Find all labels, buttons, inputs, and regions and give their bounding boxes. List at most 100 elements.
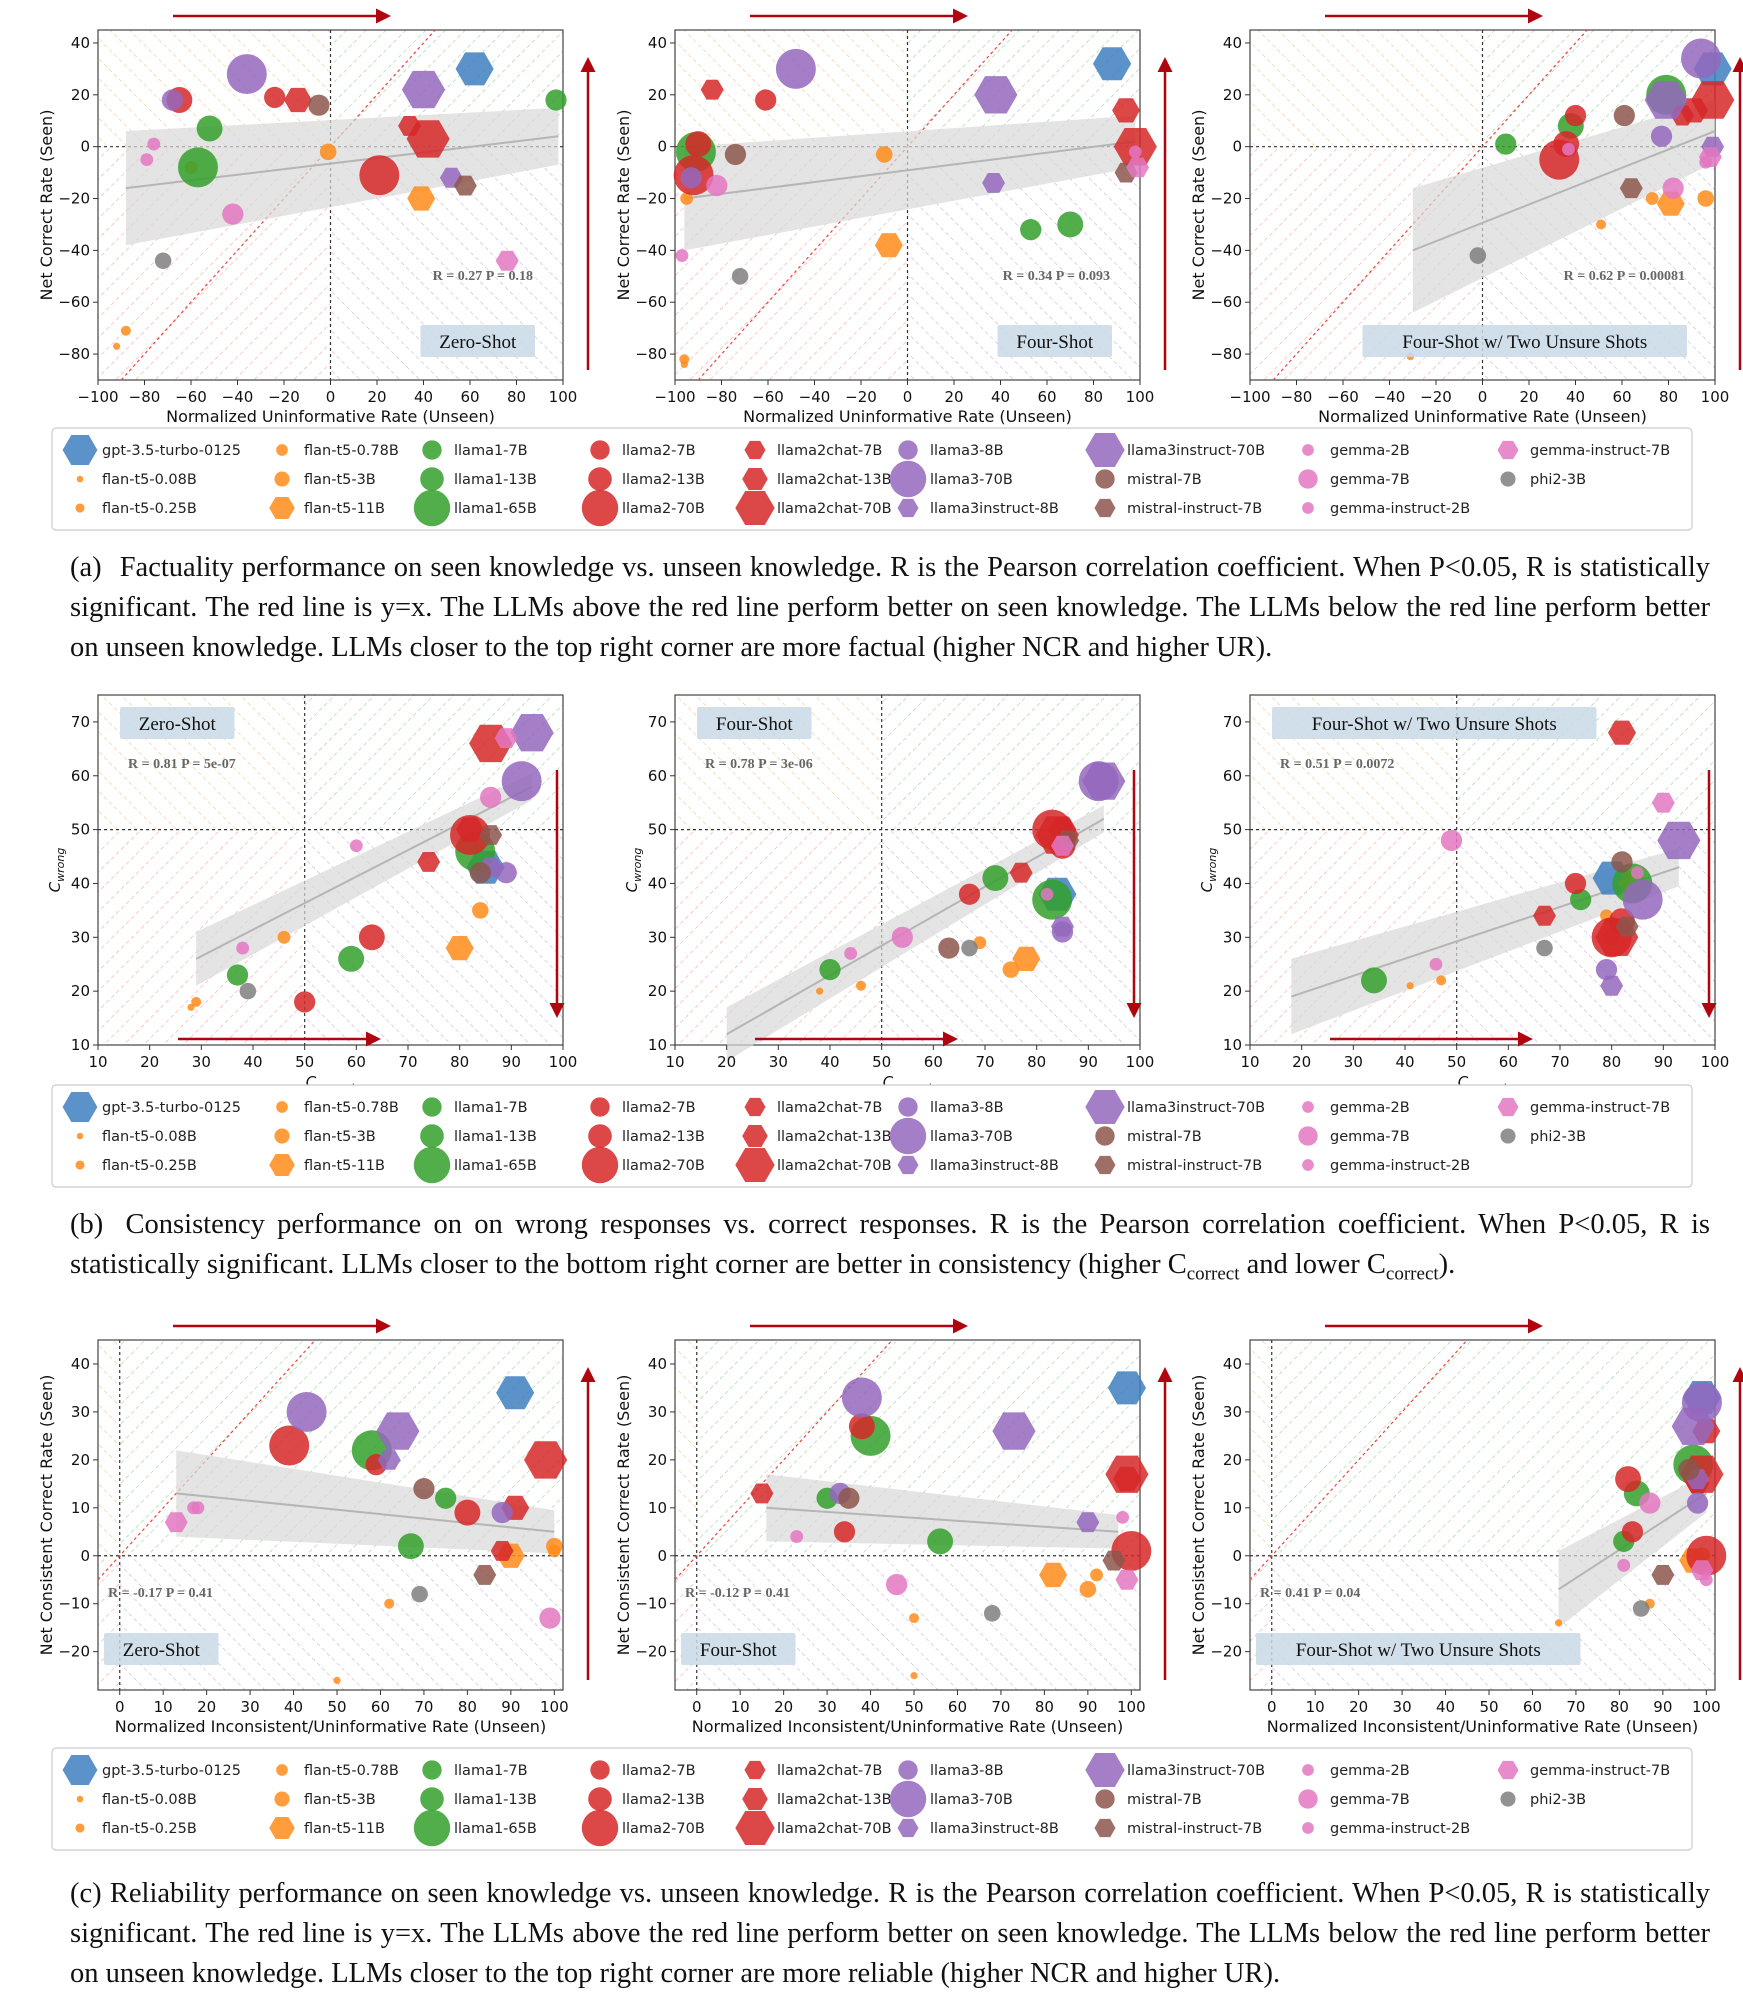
legend-label: llama2chat-70B [777, 501, 892, 517]
y-tick-label: 40 [648, 1355, 667, 1373]
caption-b-text-3: ). [1438, 1249, 1456, 1280]
x-tick-label: −80 [129, 388, 161, 406]
legend-label: flan-t5-3B [304, 472, 376, 488]
x-tick-label: 90 [1654, 1053, 1673, 1071]
legend-label: llama2chat-7B [777, 443, 882, 459]
point-llama2chat-70B [1691, 81, 1735, 119]
x-tick-label: 90 [1078, 1698, 1097, 1716]
point-gemma-instruct-2B [1429, 957, 1443, 971]
y-tick-label: −40 [58, 241, 90, 259]
point-flan-t5-11B [445, 936, 474, 961]
point-llama3instruct-8B [1076, 1512, 1100, 1533]
point-flan-t5-0.08B [1406, 982, 1414, 990]
point-llama2chat-7B [490, 1541, 514, 1561]
y-tick-label: −20 [1210, 1643, 1242, 1661]
legend-label: llama3-8B [930, 1100, 1004, 1116]
y-tick-label: 20 [1223, 982, 1242, 1000]
legend-marker-llama1-7B [422, 440, 442, 460]
point-gemma-2B [844, 947, 858, 960]
legend-marker-llama3-8B [898, 1097, 918, 1117]
legend-marker-mistral-instruct-7B [1094, 1818, 1116, 1838]
point-flan-t5-11B [407, 186, 436, 211]
legend-label: gemma-7B [1330, 1129, 1410, 1145]
point-gemma-7B [480, 786, 502, 808]
y-tick-label: 60 [648, 767, 667, 785]
x-tick-label: 60 [347, 1053, 366, 1071]
legend-label: mistral-instruct-7B [1127, 1158, 1262, 1174]
legend-label: llama2chat-13B [777, 1792, 892, 1808]
point-llama2-13B [1615, 1466, 1642, 1493]
point-llama1-7B [545, 89, 567, 111]
point-llama1-13B [338, 945, 365, 972]
point-gemma-instruct-7B [495, 250, 519, 271]
x-tick-label: 80 [1084, 388, 1103, 406]
point-llama2-7B [294, 991, 316, 1013]
x-tick-label: −100 [77, 388, 118, 406]
point-gemma-7B [222, 203, 244, 225]
point-gpt-3.5-turbo-0125 [496, 1376, 535, 1410]
point-mistral-instruct-7B [453, 175, 477, 196]
plot-frame [1249, 1339, 1716, 1691]
point-llama1-7B [1495, 133, 1517, 155]
y-tick-label: 30 [648, 928, 667, 946]
point-gemma-instruct-7B [1651, 792, 1675, 813]
legend-marker-llama1-65B [413, 1809, 451, 1847]
x-tick-label: 40 [414, 388, 433, 406]
legend-marker-llama2-7B [590, 440, 610, 460]
point-llama3-70B [775, 48, 816, 89]
x-tick-label: 30 [769, 1053, 788, 1071]
y-tick-label: 20 [71, 86, 90, 104]
y-tick-label: −60 [58, 293, 90, 311]
y-tick-label: −80 [1210, 345, 1242, 363]
x-tick-label: 100 [1117, 1698, 1146, 1716]
x-tick-label: 40 [243, 1053, 262, 1071]
point-gemma-7B [706, 174, 728, 197]
y-tick-label: 10 [71, 1036, 90, 1054]
x-tick-label: 50 [904, 1698, 923, 1716]
legend-frame [51, 1084, 1693, 1188]
point-flan-t5-0.78B [1090, 1568, 1103, 1582]
legend-marker-llama2-7B [590, 1097, 610, 1117]
point-llama3-8B [1686, 1492, 1709, 1514]
legend-marker-gemma-instruct-2B [1302, 1822, 1314, 1834]
x-tick-label: −100 [1229, 388, 1270, 406]
legend-label: flan-t5-0.25B [102, 1821, 197, 1837]
point-flan-t5-0.25B [191, 996, 202, 1007]
legend-label: llama1-65B [454, 1821, 537, 1837]
caption-a-label: (a) [70, 552, 102, 583]
point-llama3instruct-8B [1600, 975, 1624, 996]
y-axis-label: Net Consistent Correct Rate (Seen) [1189, 1375, 1208, 1656]
legend-label: llama3instruct-8B [930, 1821, 1059, 1837]
legend-marker-flan-t5-11B [269, 497, 295, 519]
legend-marker-flan-t5-3B [274, 1128, 290, 1144]
panel-title-box [1256, 1633, 1581, 1665]
x-tick-label: 10 [1306, 1698, 1325, 1716]
panel-title: Four-Shot [716, 714, 793, 735]
panel-title-box [120, 707, 235, 739]
legend-label: phi2-3B [1530, 1792, 1586, 1808]
y-tick-label: 70 [648, 713, 667, 731]
panel-title-box [997, 325, 1112, 357]
legend-label: gemma-instruct-7B [1530, 1763, 1670, 1779]
point-gemma-2B [1562, 142, 1575, 156]
x-tick-label: −60 [752, 388, 784, 406]
y-tick-label: 20 [648, 1451, 667, 1469]
legend-label: llama2-13B [622, 472, 705, 488]
legend-label: llama2chat-13B [777, 472, 892, 488]
y-axis-label: Cwrong [46, 848, 67, 893]
x-tick-label: 60 [371, 1698, 390, 1716]
legend-label: phi2-3B [1530, 472, 1586, 488]
point-llama1-65B [1032, 879, 1073, 920]
x-tick-label: 0 [903, 388, 913, 406]
x-tick-label: 40 [991, 388, 1010, 406]
x-tick-label: 50 [327, 1698, 346, 1716]
point-llama3instruct-70B [1657, 821, 1701, 860]
legend-label: gpt-3.5-turbo-0125 [102, 1763, 241, 1779]
point-gemma-instruct-7B [1051, 835, 1074, 856]
point-llama1-7B [1570, 888, 1592, 911]
x-tick-label: 90 [502, 1053, 521, 1071]
plot-a-1: −100 −80 −60 −40 −20 0 20 40 60 80 100 −80 −60 −40 −20… [37, 8, 596, 426]
point-llama3-8B [161, 89, 184, 111]
y-tick-label: 60 [1223, 767, 1242, 785]
y-tick-label: −10 [1210, 1595, 1242, 1613]
